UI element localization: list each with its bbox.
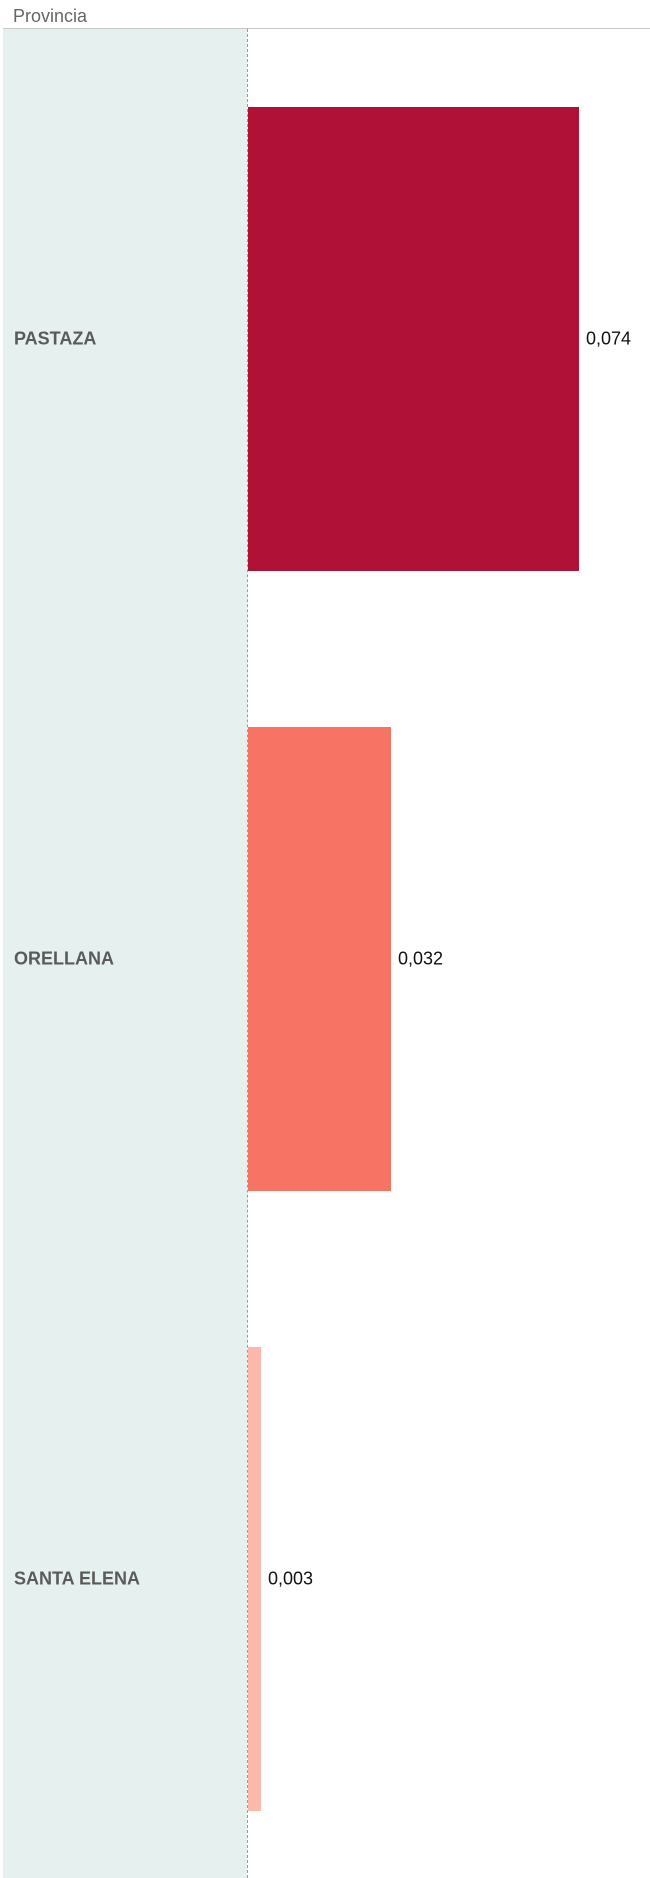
column-header-label: Provincia bbox=[13, 6, 88, 26]
category-label-column bbox=[3, 29, 247, 1878]
bar bbox=[248, 727, 391, 1191]
zero-axis-line bbox=[247, 29, 248, 1878]
column-header: Provincia bbox=[3, 0, 650, 29]
bar bbox=[248, 107, 579, 571]
category-label: ORELLANA bbox=[14, 948, 114, 969]
bar-value-label: 0,032 bbox=[398, 948, 444, 969]
category-label: SANTA ELENA bbox=[14, 1568, 140, 1589]
bar-value-label: 0,003 bbox=[268, 1568, 314, 1589]
bar-value-label: 0,074 bbox=[586, 328, 632, 349]
category-label: PASTAZA bbox=[14, 328, 97, 349]
bar bbox=[248, 1347, 261, 1811]
